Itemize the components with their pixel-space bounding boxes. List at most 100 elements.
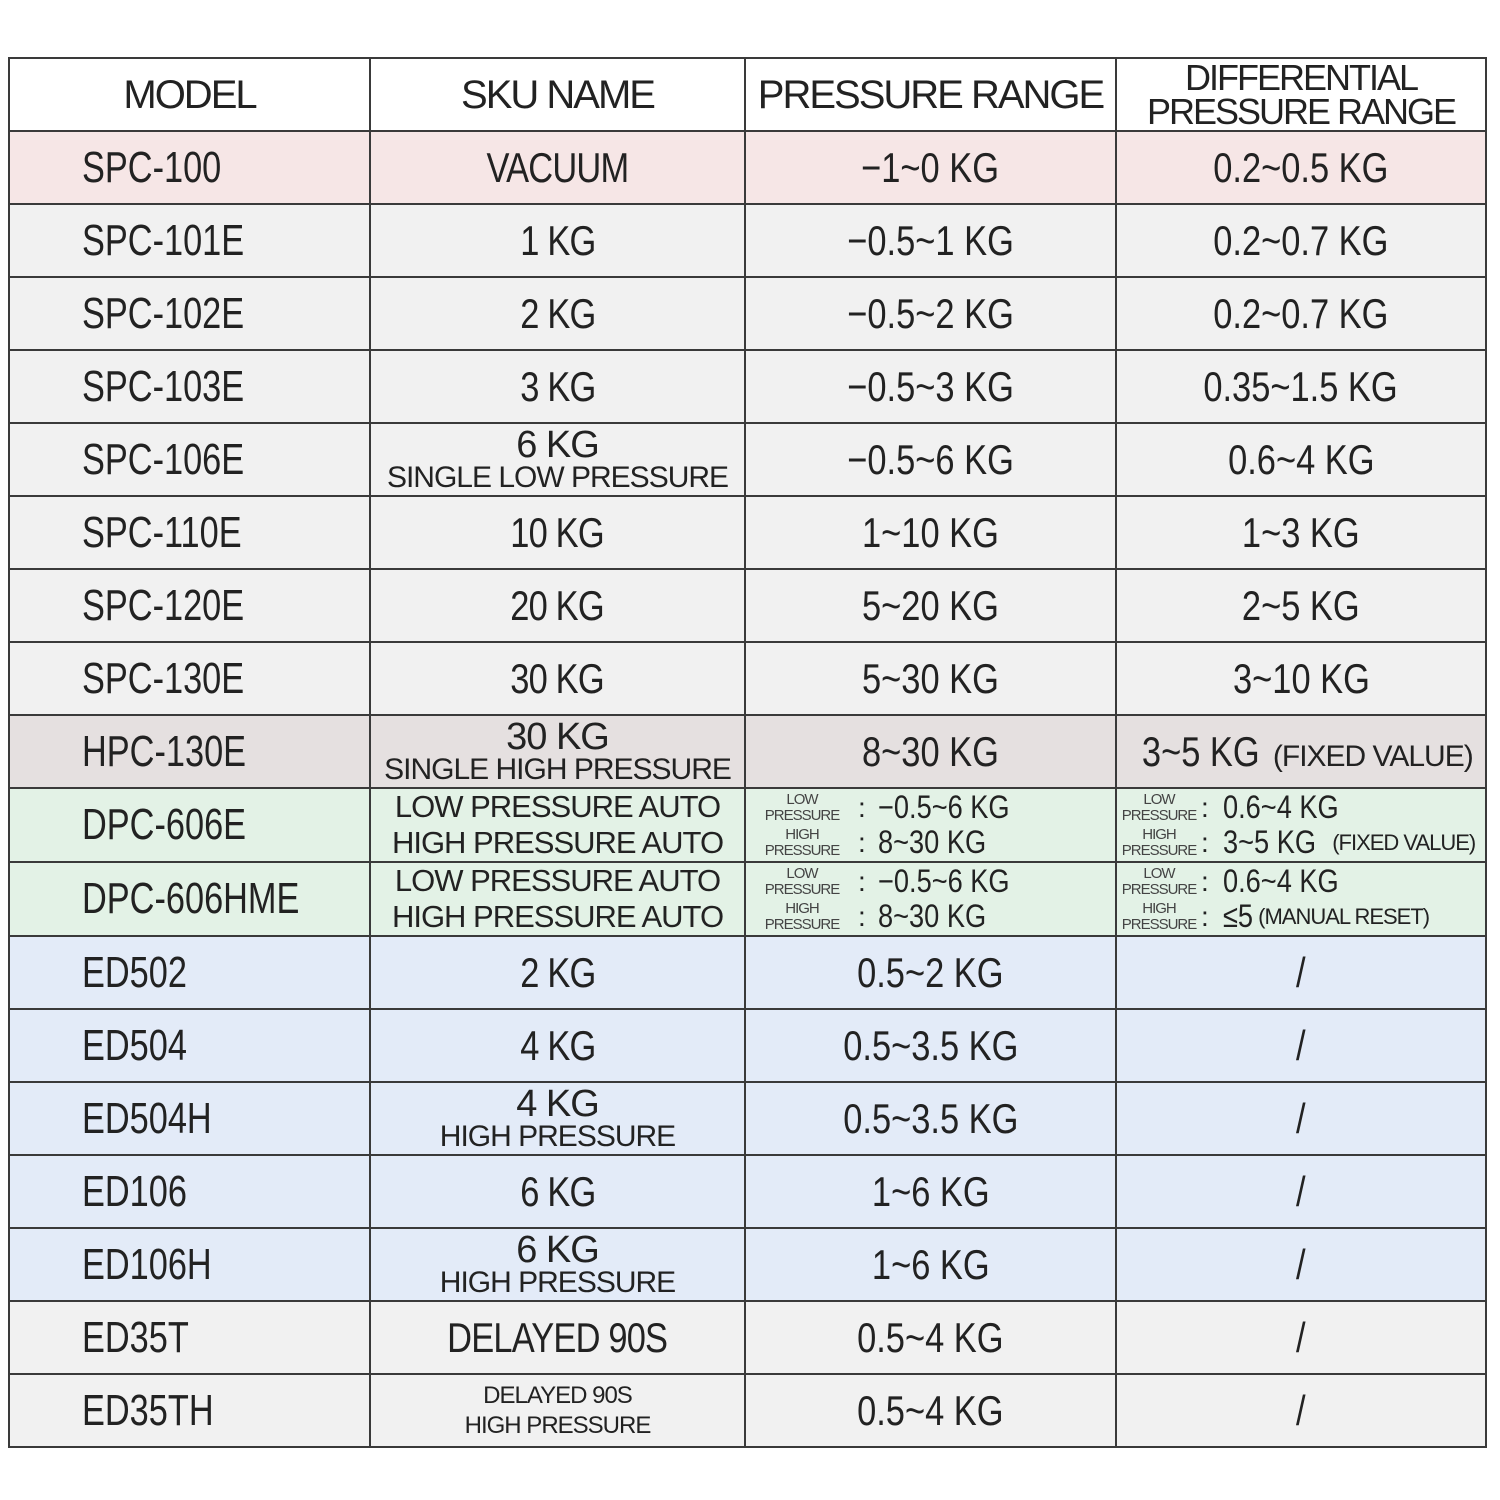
differential-range-value: 0.2~0.7 KG [1213, 216, 1389, 264]
differential-part-label: LOW PRESSURE [1121, 864, 1198, 898]
sku-name-cell: 30 KG SINGLE HIGH PRESSURE [369, 714, 746, 789]
table-row: ED502 2 KG 0.5~2 KG / [8, 935, 1487, 1010]
pressure-part-value: 8~30 KG [877, 824, 986, 860]
pressure-range-cell: −0.5~3 KG [744, 349, 1117, 424]
sku-name: 1 KG [519, 216, 596, 264]
differential-part-value: 0.6~4 KG [1222, 863, 1339, 899]
pressure-range-cell: 1~10 KG [744, 495, 1117, 570]
model-value: ED504 [82, 1020, 187, 1070]
model-cell: ED504H [8, 1081, 371, 1156]
sku-name-line: LOW PRESSURE AUTO [394, 789, 721, 824]
differential-pressure-range-cell: 0.2~0.5 KG [1115, 130, 1487, 205]
model-cell: SPC-100 [8, 130, 371, 205]
differential-range-value: 0.2~0.7 KG [1213, 289, 1389, 337]
sku-name: 4 KG [519, 1021, 596, 1069]
pressure-part-label: HIGH PRESSURE [764, 899, 841, 933]
differential-part-value: ≤5 [1222, 898, 1253, 934]
pressure-range-value: 0.5~4 KG [857, 1313, 1004, 1361]
sku-name-detail: HIGH PRESSURE [439, 1265, 676, 1299]
model-cell: SPC-106E [8, 422, 371, 497]
differential-pressure-range-cell: / [1115, 935, 1487, 1010]
table-row: ED106 6 KG 1~6 KG / [8, 1154, 1487, 1229]
differential-range-part: HIGH PRESSURE: ≤5 (MANUAL RESET) [1118, 898, 1484, 934]
sku-name: 10 KG [510, 508, 605, 556]
pressure-range-part: LOW PRESSURE: −0.5~6 KG [747, 864, 1114, 899]
pressure-range-value: 5~20 KG [862, 581, 999, 629]
differential-part-note: (MANUAL RESET) [1258, 903, 1430, 929]
model-value: SPC-110E [82, 507, 242, 557]
pressure-range-value: 0.5~3.5 KG [842, 1021, 1019, 1069]
differential-pressure-range-cell: 3~10 KG [1115, 641, 1487, 716]
pressure-range-cell: 0.5~3.5 KG [744, 1081, 1117, 1156]
differential-range-value: / [1296, 1167, 1306, 1215]
model-cell: ED106 [8, 1154, 371, 1229]
differential-part-label: HIGH PRESSURE [1121, 899, 1198, 933]
pressure-range-value: 1~10 KG [862, 508, 999, 556]
table-row: ED504 4 KG 0.5~3.5 KG / [8, 1008, 1487, 1083]
differential-range-value: / [1296, 948, 1306, 996]
pressure-range-part: LOW PRESSURE: −0.5~6 KG [747, 790, 1114, 825]
differential-range-value: 1~3 KG [1242, 508, 1360, 556]
differential-pressure-range-cell: 1~3 KG [1115, 495, 1487, 570]
differential-part-note: (FIXED VALUE) [1332, 829, 1476, 855]
model-cell: ED35TH [8, 1373, 371, 1448]
sku-name: VACUUM [486, 143, 630, 191]
differential-range-note: (FIXED VALUE) [1272, 739, 1474, 773]
sku-name-cell: 1 KG [369, 203, 746, 278]
table-row: DPC-606E LOW PRESSURE AUTO HIGH PRESSURE A… [8, 787, 1487, 863]
table-row: ED35T DELAYED 90S 0.5~4 KG / [8, 1300, 1487, 1375]
model-cell: SPC-110E [8, 495, 371, 570]
table-row: SPC-101E 1 KG −0.5~1 KG 0.2~0.7 KG [8, 203, 1487, 278]
sku-name-cell: 10 KG [369, 495, 746, 570]
model-value: SPC-100 [82, 142, 222, 192]
differential-pressure-range-cell: / [1115, 1081, 1487, 1156]
pressure-part-value: 8~30 KG [877, 898, 986, 934]
pressure-range-cell: 8~30 KG [744, 714, 1117, 789]
model-cell: ED502 [8, 935, 371, 1010]
differential-part-value: 0.6~4 KG [1222, 789, 1339, 825]
sku-name: 6 KG [516, 423, 600, 466]
header-pressure-range: PRESSURE RANGE [744, 57, 1117, 132]
differential-pressure-range-cell: LOW PRESSURE:0.6~4 KG HIGH PRESSURE: ≤5 (MA… [1115, 861, 1487, 937]
pressure-range-value: −1~0 KG [861, 143, 1000, 191]
pressure-range-cell: 0.5~4 KG [744, 1373, 1117, 1448]
sku-name-line: LOW PRESSURE AUTO [394, 863, 721, 898]
model-value: DPC-606HME [82, 874, 300, 923]
differential-pressure-range-cell: / [1115, 1227, 1487, 1302]
differential-range-value: 0.2~0.5 KG [1213, 143, 1389, 191]
model-value: ED35T [82, 1312, 189, 1362]
header-sku-name: SKU NAME [369, 57, 746, 132]
differential-pressure-range-cell: LOW PRESSURE:0.6~4 KG HIGH PRESSURE:3~5 K… [1115, 787, 1487, 863]
sku-name-cell: 6 KG SINGLE LOW PRESSURE [369, 422, 746, 497]
sku-name: 2 KG [519, 948, 596, 996]
pressure-range-value: −0.5~2 KG [847, 289, 1014, 337]
sku-name-cell: 6 KG [369, 1154, 746, 1229]
pressure-range-value: 8~30 KG [862, 727, 999, 775]
sku-name: 4 KG [516, 1082, 600, 1125]
model-cell: ED106H [8, 1227, 371, 1302]
model-cell: SPC-102E [8, 276, 371, 351]
model-value: ED106 [82, 1166, 187, 1216]
model-cell: ED504 [8, 1008, 371, 1083]
colon: : [1201, 791, 1209, 823]
sku-name-cell: 4 KG HIGH PRESSURE [369, 1081, 746, 1156]
model-cell: DPC-606E [8, 787, 371, 863]
model-value: ED504H [82, 1093, 212, 1143]
sku-name-line: HIGH PRESSURE AUTO [391, 825, 724, 860]
table-row: SPC-102E 2 KG −0.5~2 KG 0.2~0.7 KG [8, 276, 1487, 351]
header-model: MODEL [8, 57, 371, 132]
sku-name: 30 KG [510, 654, 605, 702]
differential-range-value: / [1296, 1240, 1306, 1288]
model-value: SPC-103E [82, 361, 245, 411]
model-cell: SPC-101E [8, 203, 371, 278]
differential-range-value: 0.6~4 KG [1227, 435, 1375, 483]
model-value: SPC-120E [82, 580, 245, 630]
pressure-range-value: −0.5~6 KG [847, 435, 1014, 483]
colon: : [1201, 865, 1209, 897]
pressure-part-label: LOW PRESSURE [764, 864, 841, 898]
table-row: SPC-100 VACUUM −1~0 KG 0.2~0.5 KG [8, 130, 1487, 205]
differential-range-value: / [1296, 1094, 1306, 1142]
sku-name-cell: VACUUM [369, 130, 746, 205]
header-differential-pressure-range: DIFFERENTIAL PRESSURE RANGE [1115, 57, 1487, 132]
differential-range-value: 0.35~1.5 KG [1203, 362, 1399, 410]
